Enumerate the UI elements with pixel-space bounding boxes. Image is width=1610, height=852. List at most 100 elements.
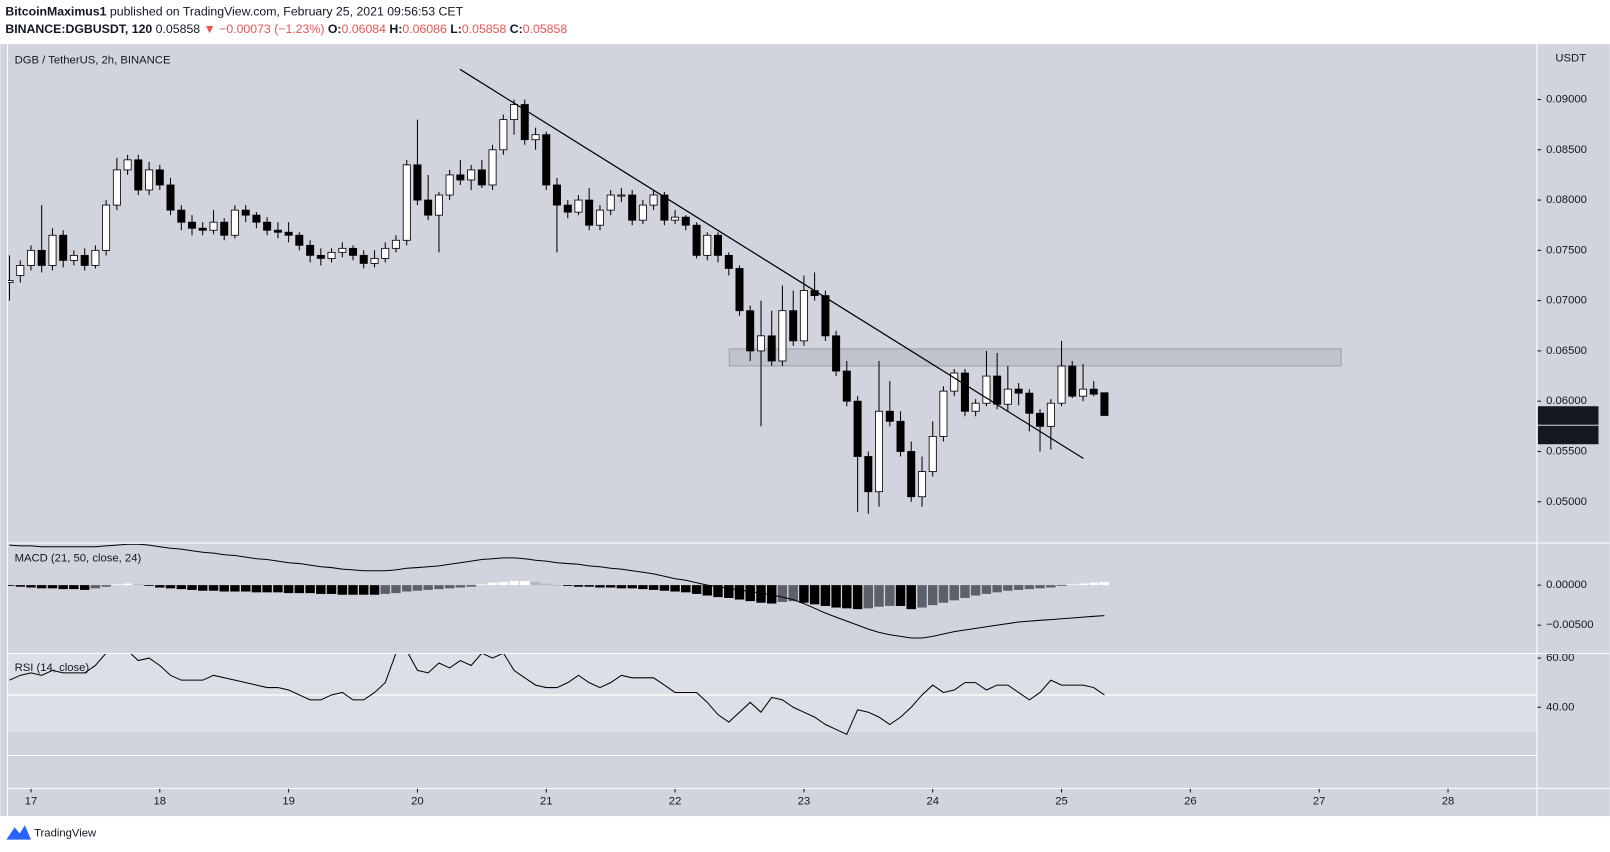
candle-body bbox=[338, 247, 347, 253]
candle-body bbox=[896, 420, 905, 452]
candle-body bbox=[123, 159, 132, 171]
candle-body bbox=[102, 204, 111, 251]
macd-histogram-bar bbox=[573, 585, 584, 587]
pane-title: RSI (14, close) bbox=[15, 662, 90, 674]
candle-body bbox=[381, 247, 390, 259]
candle-body bbox=[1079, 388, 1088, 397]
macd-histogram-bar bbox=[960, 585, 970, 598]
candle-body bbox=[424, 199, 433, 216]
candle-body bbox=[671, 216, 680, 221]
y-tick-label: 60.00 bbox=[1546, 652, 1574, 664]
pane-title: MACD (21, 50, close, 24) bbox=[15, 552, 142, 564]
macd-histogram-bar bbox=[1056, 585, 1067, 586]
macd-histogram-bar bbox=[670, 585, 680, 592]
y-tick-label: 0.06500 bbox=[1546, 345, 1587, 357]
countdown-label: 01:03:08 bbox=[1546, 429, 1590, 441]
candle-body bbox=[456, 174, 465, 181]
macd-histogram-bar bbox=[412, 585, 423, 591]
macd-histogram-bar bbox=[79, 585, 90, 590]
candle-body bbox=[359, 254, 368, 264]
macd-histogram-bar bbox=[734, 585, 745, 600]
macd-histogram-bar bbox=[584, 585, 594, 587]
ohlc-label: L: bbox=[450, 22, 462, 36]
candle-body bbox=[1025, 392, 1034, 414]
candle-body bbox=[681, 216, 690, 226]
macd-histogram-bar bbox=[1003, 585, 1013, 591]
candle-body bbox=[628, 194, 637, 221]
macd-histogram-bar bbox=[58, 585, 68, 590]
candle-body bbox=[767, 335, 776, 362]
candle-body bbox=[757, 335, 766, 352]
zone bbox=[728, 348, 1342, 367]
rsi-line bbox=[9, 653, 1105, 736]
publish-line: BitcoinMaximus1 published on TradingView… bbox=[5, 5, 463, 19]
macd-histogram-bar bbox=[552, 585, 562, 586]
y-tick-label: 0.07000 bbox=[1546, 295, 1587, 307]
candle-body bbox=[16, 265, 25, 276]
macd-histogram-bar bbox=[938, 585, 949, 603]
macd-histogram-bar bbox=[90, 585, 101, 589]
macd-histogram-bar bbox=[369, 585, 380, 595]
macd-histogram-bar bbox=[852, 585, 863, 610]
y-tick-label: 0.05500 bbox=[1546, 445, 1587, 457]
macd-histogram-bar bbox=[541, 583, 551, 586]
candle-body bbox=[885, 410, 894, 422]
candle-body bbox=[746, 310, 755, 352]
x-tick-label: 27 bbox=[1313, 796, 1326, 808]
macd-histogram-bar bbox=[155, 585, 165, 588]
candle-body bbox=[327, 251, 336, 259]
candle-body bbox=[91, 249, 100, 266]
candle-body bbox=[907, 451, 916, 498]
candle-body bbox=[488, 149, 497, 186]
candle-body bbox=[198, 227, 207, 231]
candle-body bbox=[241, 209, 250, 216]
candle-body bbox=[660, 194, 669, 221]
macd-histogram-bar bbox=[874, 585, 884, 607]
macd-histogram-bar bbox=[241, 585, 251, 592]
macd-histogram-bar bbox=[176, 585, 187, 590]
macd-histogram-bar bbox=[928, 585, 938, 606]
candle-body bbox=[971, 402, 980, 412]
macd-histogram-bar bbox=[165, 585, 176, 589]
author: BitcoinMaximus1 bbox=[5, 5, 106, 19]
candle-body bbox=[1014, 388, 1023, 394]
macd-histogram-bar bbox=[122, 583, 133, 586]
candle-body bbox=[37, 249, 46, 266]
macd-histogram-bar bbox=[144, 585, 154, 586]
candle-body bbox=[467, 169, 476, 181]
candle-body bbox=[853, 400, 862, 457]
macd-histogram-bar bbox=[15, 585, 26, 587]
macd-histogram-bar bbox=[444, 585, 455, 589]
direction: ▼ bbox=[204, 22, 216, 36]
x-tick-label: 19 bbox=[282, 796, 295, 808]
macd-histogram-bar bbox=[1099, 581, 1110, 586]
macd-histogram-bar bbox=[208, 585, 219, 591]
chart-layer: DGB / TetherUS, 2h, BINANCE 0.09000 0.0850… bbox=[7, 52, 1599, 808]
macd-histogram-bar bbox=[7, 585, 15, 586]
x-tick-label: 28 bbox=[1442, 796, 1455, 808]
candle-body bbox=[595, 209, 604, 226]
macd-histogram-bar bbox=[487, 582, 498, 586]
y-tick-label: 0.08500 bbox=[1546, 144, 1587, 156]
x-tick-label: 18 bbox=[154, 796, 167, 808]
ohlc-label: H: bbox=[389, 22, 402, 36]
macd-histogram-bar bbox=[26, 585, 36, 588]
price: 0.05858 bbox=[156, 22, 201, 36]
pane-separators bbox=[6, 44, 1610, 817]
y-tick-label: 0.07500 bbox=[1546, 244, 1587, 256]
candle-body bbox=[531, 134, 540, 141]
ohlc-value: 0.06084 bbox=[342, 22, 387, 36]
macd-histogram-bar bbox=[251, 585, 262, 593]
macd-histogram-bar bbox=[563, 585, 573, 586]
candle-body bbox=[252, 214, 261, 223]
candle-body bbox=[155, 169, 164, 186]
pane-title: DGB / TetherUS, 2h, BINANCE bbox=[15, 55, 171, 67]
candle-body bbox=[295, 234, 304, 246]
macd-histogram-bar bbox=[498, 581, 509, 586]
brand: TradingView bbox=[34, 828, 97, 840]
candle-body bbox=[606, 194, 615, 211]
macd-histogram-bar bbox=[724, 585, 734, 598]
macd-histogram-bar bbox=[455, 585, 466, 588]
macd-histogram-bar bbox=[47, 585, 58, 589]
macd-histogram-bar bbox=[970, 585, 981, 596]
